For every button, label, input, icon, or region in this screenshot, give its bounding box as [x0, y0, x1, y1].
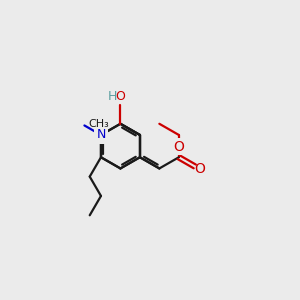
Text: O: O [173, 140, 184, 154]
Text: H: H [108, 90, 117, 103]
Text: O: O [116, 90, 125, 103]
Text: CH₃: CH₃ [88, 119, 109, 129]
Text: N: N [96, 128, 106, 141]
Text: O: O [194, 162, 205, 176]
